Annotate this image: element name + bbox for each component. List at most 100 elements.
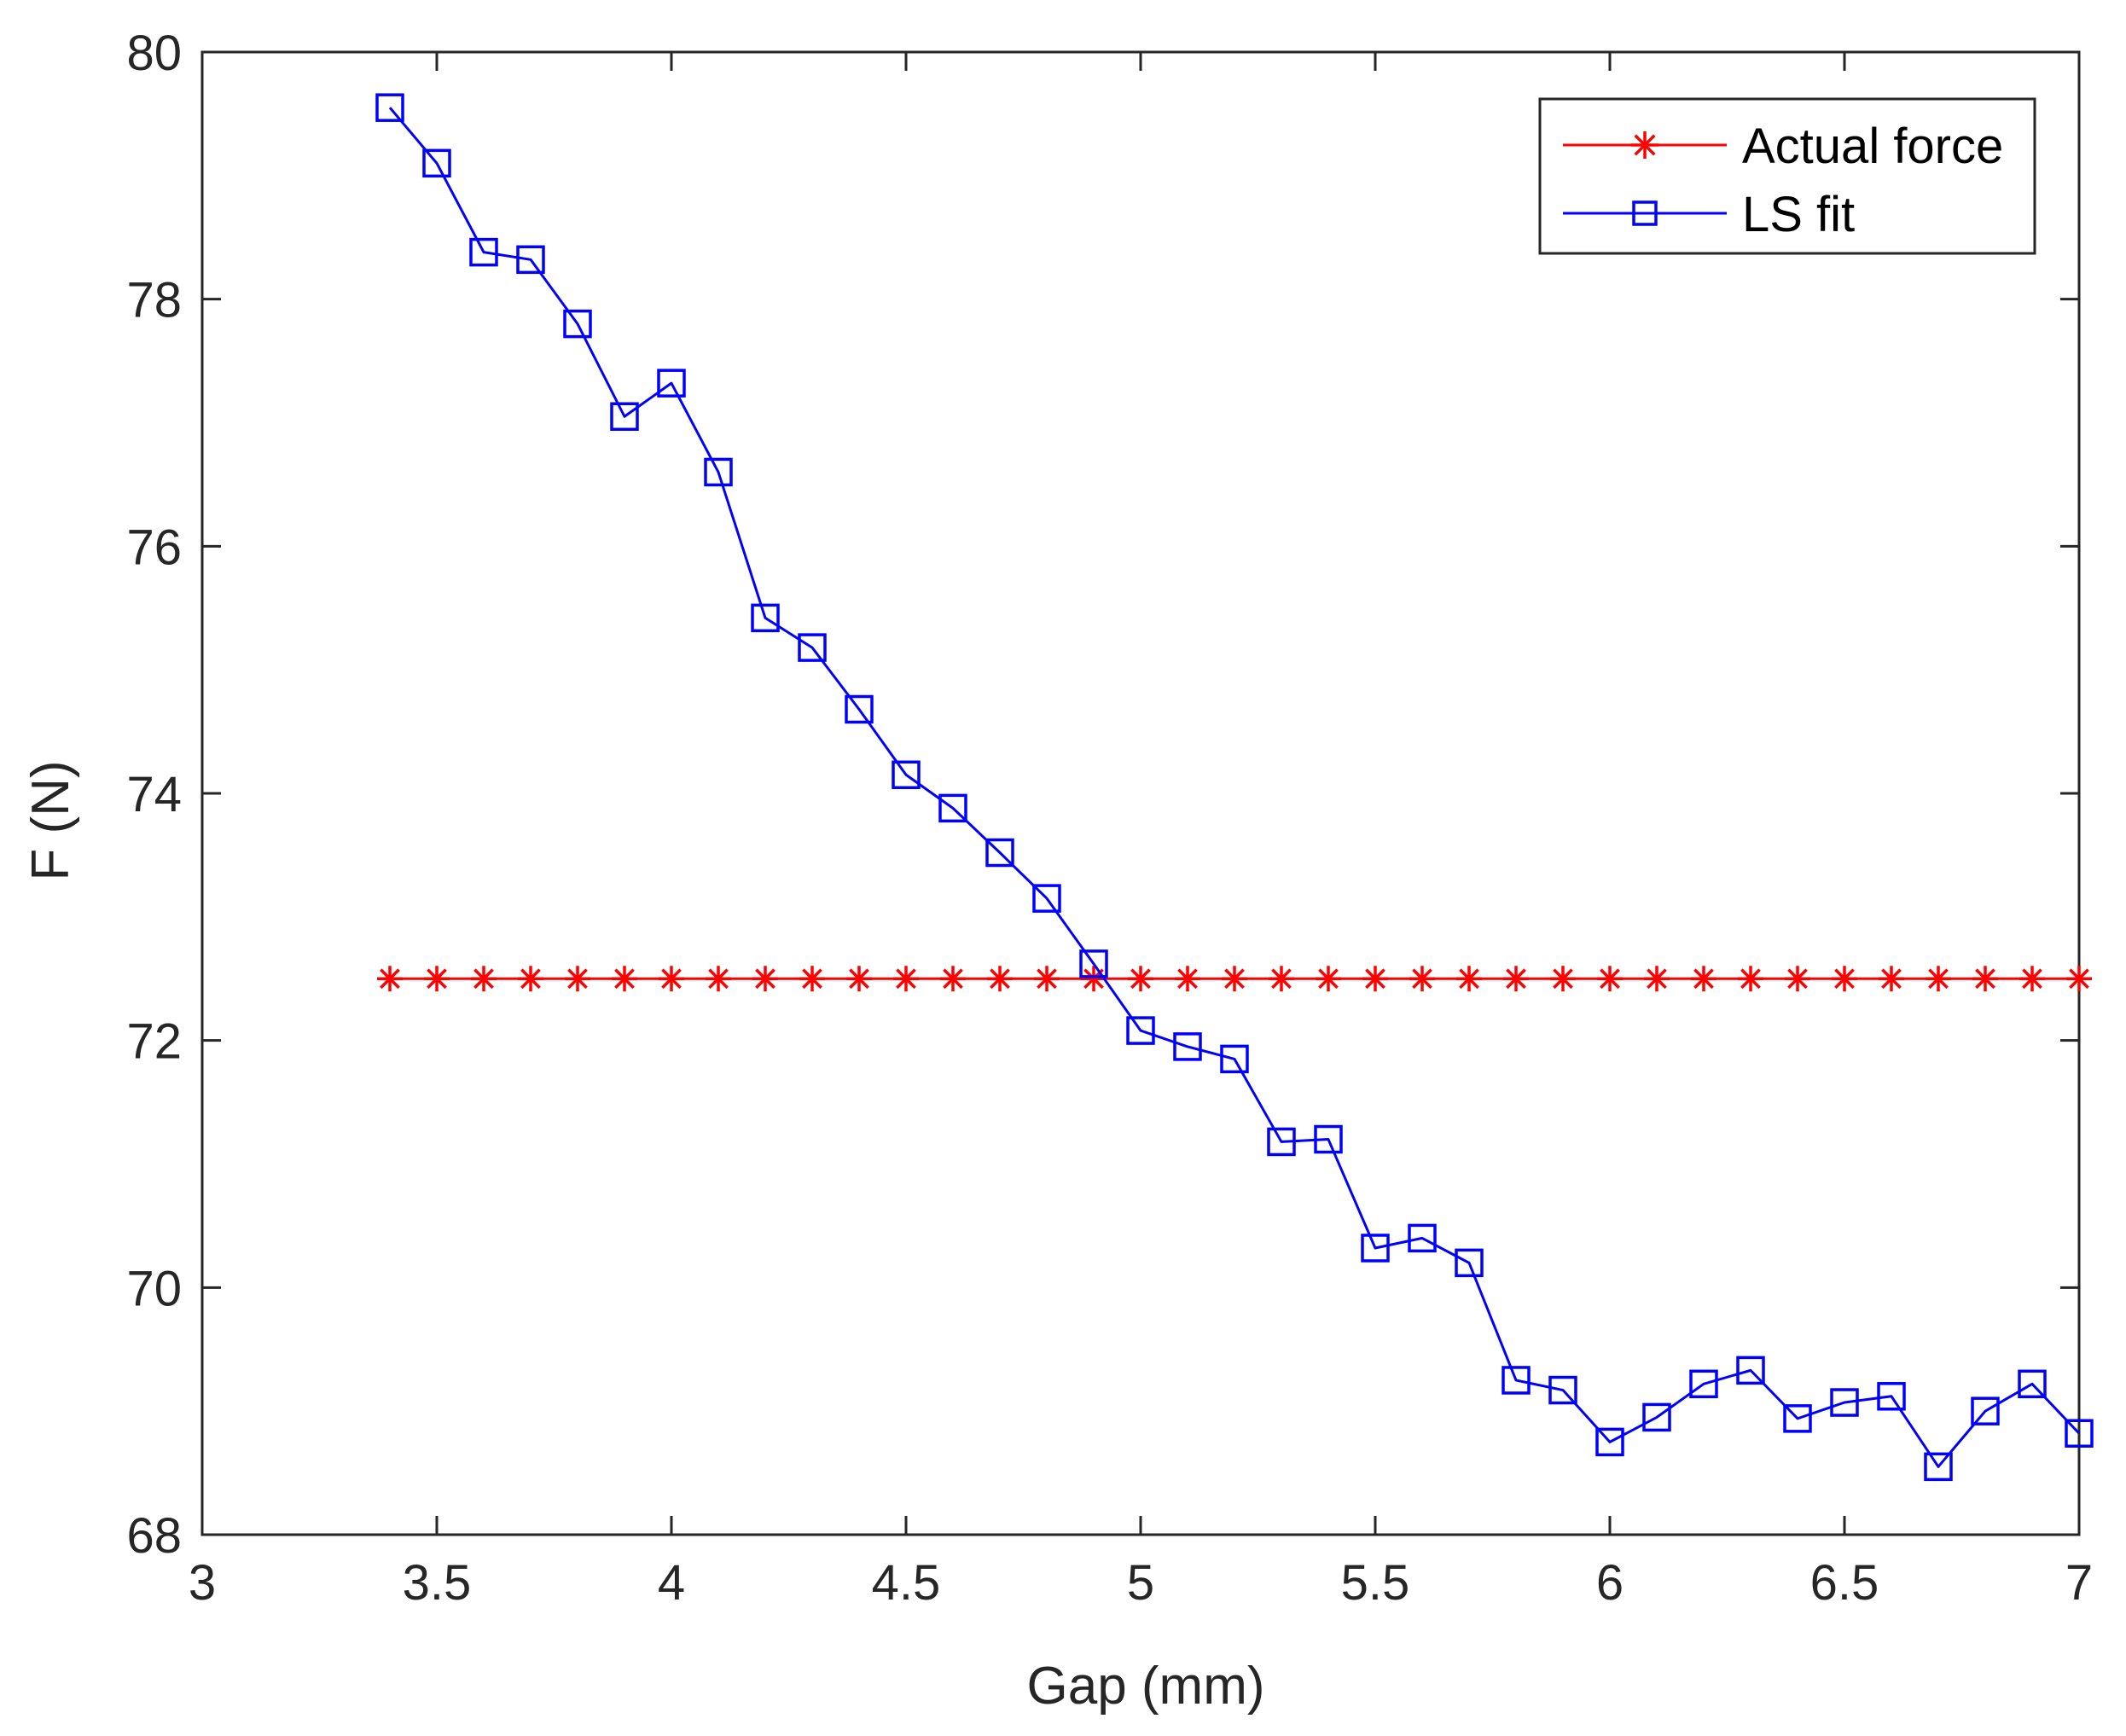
data-point (940, 966, 966, 992)
data-point (565, 966, 590, 992)
data-point (1503, 966, 1529, 992)
data-point (1409, 966, 1435, 992)
asterisk-stroke (1647, 968, 1667, 990)
asterisk-stroke (567, 968, 588, 990)
x-tick-label: 4.5 (872, 1555, 941, 1611)
data-point (1926, 966, 1951, 992)
asterisk-stroke (1553, 968, 1573, 990)
data-point (1502, 1366, 1531, 1395)
asterisk-stroke (1271, 968, 1292, 990)
y-tick-label: 68 (126, 1508, 182, 1564)
axes-box (200, 50, 2081, 1536)
data-point (2066, 966, 2092, 992)
data-point (659, 966, 684, 992)
series-actual-force (377, 966, 2092, 992)
asterisk-stroke (896, 968, 916, 990)
data-point (471, 966, 497, 992)
data-point (375, 93, 404, 122)
asterisk-stroke (990, 968, 1010, 990)
data-point (1314, 1124, 1343, 1154)
asterisk-stroke (1130, 968, 1151, 990)
x-tick-label: 5.5 (1341, 1555, 1410, 1611)
data-point (1408, 1223, 1437, 1253)
data-point (1267, 1127, 1296, 1157)
data-point (377, 966, 403, 992)
data-point (1173, 1032, 1202, 1061)
x-tick-label: 6 (1596, 1555, 1624, 1611)
asterisk-stroke (802, 968, 822, 990)
asterisk-stroke (614, 968, 635, 990)
data-point (1455, 1248, 1484, 1278)
asterisk-stroke (661, 968, 682, 990)
asterisk-stroke (473, 968, 494, 990)
asterisk-stroke (1459, 968, 1479, 990)
x-tick-label: 7 (2065, 1555, 2093, 1611)
asterisk-stroke (2069, 968, 2089, 990)
data-point (422, 148, 451, 178)
asterisk-stroke (1600, 968, 1620, 990)
y-axis-title: F (N) (21, 760, 80, 880)
asterisk-stroke (2022, 968, 2042, 990)
data-point (1736, 1356, 1765, 1385)
data-point (1644, 966, 1670, 992)
data-point (1361, 1234, 1390, 1263)
data-point (657, 369, 686, 398)
data-point (1691, 966, 1716, 992)
data-point (610, 402, 639, 432)
data-point (1269, 966, 1294, 992)
data-point (938, 793, 967, 823)
asterisk-stroke (1365, 968, 1385, 990)
data-point (1597, 966, 1623, 992)
data-point (1879, 966, 1904, 992)
asterisk-stroke (1506, 968, 1526, 990)
data-point (563, 309, 592, 339)
legend-asterisk (1631, 131, 1658, 159)
data-point (1785, 966, 1810, 992)
asterisk-stroke (1224, 968, 1245, 990)
data-point (2018, 1369, 2047, 1399)
data-point (1079, 949, 1108, 978)
data-point (1972, 966, 1998, 992)
asterisk-stroke (1037, 968, 1057, 990)
data-point (516, 245, 545, 275)
data-point (1456, 966, 1482, 992)
y-tick-label: 72 (126, 1014, 182, 1070)
asterisk-stroke (1634, 134, 1656, 156)
data-point (1832, 966, 1857, 992)
legend: Actual force LS fit (1538, 97, 2036, 255)
data-point (846, 966, 872, 992)
data-point (706, 966, 731, 992)
data-point (1830, 1388, 1859, 1417)
data-point (1642, 1402, 1671, 1432)
data-point (1222, 966, 1247, 992)
data-point (1128, 966, 1153, 992)
data-point (1362, 966, 1388, 992)
x-tick-label: 6.5 (1810, 1555, 1879, 1611)
x-tick-label: 3 (189, 1555, 216, 1611)
asterisk-stroke (520, 968, 541, 990)
data-point (1783, 1404, 1812, 1433)
data-point (704, 457, 733, 487)
data-point (424, 966, 450, 992)
asterisk-stroke (1412, 968, 1432, 990)
asterisk-stroke (755, 968, 775, 990)
asterisk-marker-icon (1631, 131, 1658, 159)
data-point (612, 966, 637, 992)
asterisk-stroke (1693, 968, 1714, 990)
legend-item-ls-fit: LS fit (1563, 187, 1855, 242)
series-line (388, 107, 2081, 1468)
y-tick-label: 76 (126, 520, 182, 575)
data-point (1175, 966, 1200, 992)
y-tick-label: 70 (126, 1261, 182, 1316)
asterisk-stroke (708, 968, 729, 990)
asterisk-stroke (380, 968, 400, 990)
data-point (799, 966, 825, 992)
data-point (1316, 966, 1341, 992)
data-point (1738, 966, 1763, 992)
asterisk-stroke (1928, 968, 1949, 990)
asterisk-stroke (943, 968, 963, 990)
asterisk-stroke (427, 968, 447, 990)
asterisk-stroke (1740, 968, 1761, 990)
data-point (1689, 1369, 1718, 1399)
